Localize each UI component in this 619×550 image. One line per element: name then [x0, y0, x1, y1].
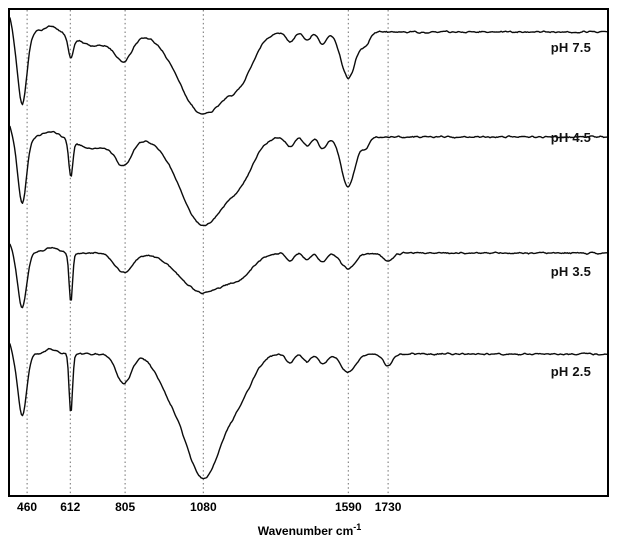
series-label-ph-7.5: pH 7.5 — [550, 40, 591, 55]
x-axis-title-text: Wavenumber cm — [257, 524, 354, 538]
x-axis-title-exponent: -1 — [353, 522, 362, 532]
series-label-ph-2.5: pH 2.5 — [550, 364, 591, 379]
plot-frame: pH 7.5 pH 4.5 pH 3.5 pH 2.5 — [8, 8, 609, 497]
x-axis-title: Wavenumber cm-1 — [0, 522, 619, 538]
x-tick-label-1590: 1590 — [334, 500, 362, 514]
x-tick-label-1730: 1730 — [374, 500, 402, 514]
spectrum-curve-ph-7.5 — [10, 17, 607, 115]
spectra-canvas — [10, 10, 607, 495]
spectrum-curve-ph-3.5 — [10, 243, 607, 309]
x-tick-label-805: 805 — [115, 500, 136, 514]
series-label-ph-3.5: pH 3.5 — [550, 264, 591, 279]
x-tick-label-1080: 1080 — [189, 500, 217, 514]
x-tick-label-460: 460 — [17, 500, 38, 514]
series-label-ph-4.5: pH 4.5 — [550, 130, 591, 145]
x-tick-label-612: 612 — [60, 500, 81, 514]
spectrum-curve-ph-4.5 — [10, 125, 607, 227]
spectrum-curve-ph-2.5 — [10, 343, 607, 480]
